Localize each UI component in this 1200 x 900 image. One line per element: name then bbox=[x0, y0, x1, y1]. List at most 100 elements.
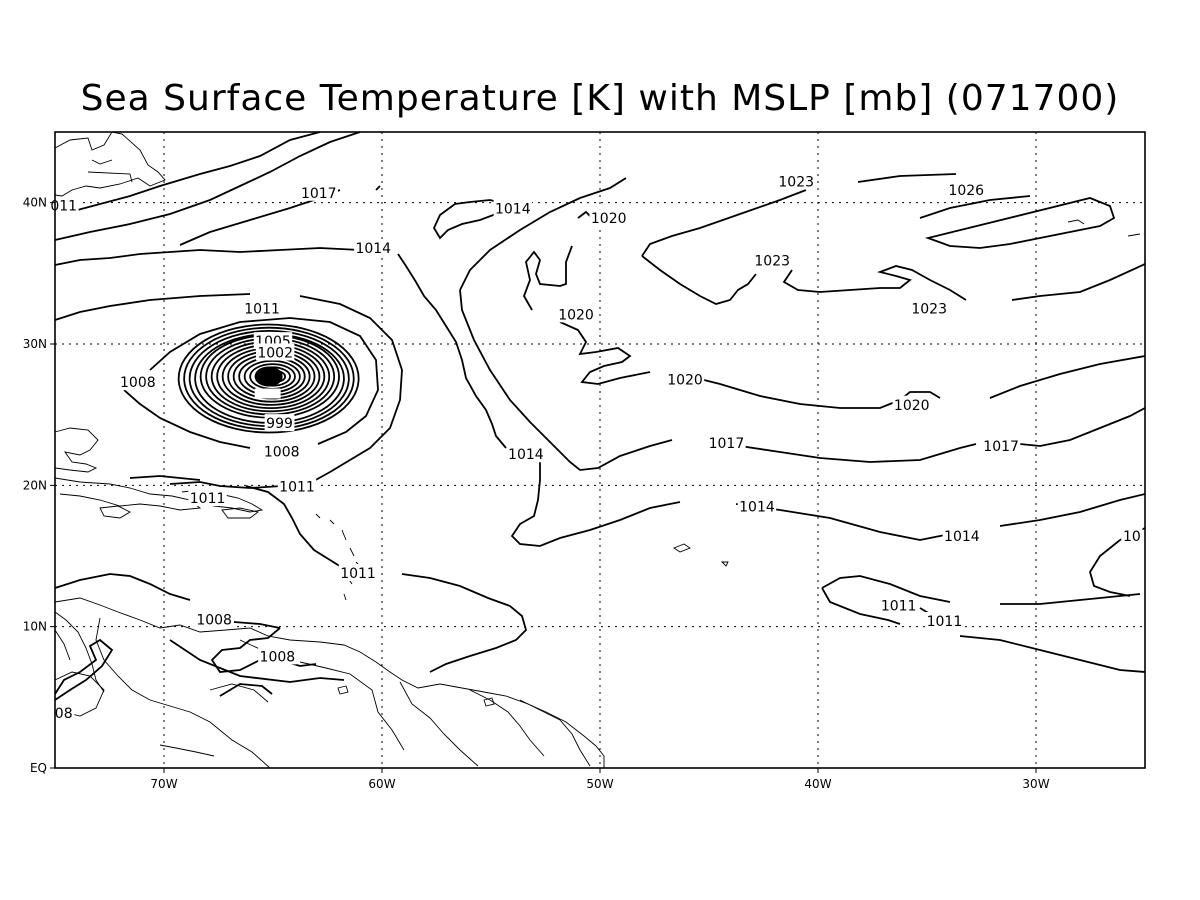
graticule bbox=[55, 132, 1145, 768]
isobar-1014-far-east bbox=[999, 493, 1146, 527]
isobar-1008-south bbox=[169, 639, 345, 697]
contour-label: 011 bbox=[50, 198, 77, 214]
coastline-interior-borders bbox=[54, 617, 591, 769]
contour-label-bg bbox=[589, 209, 628, 227]
contour-label: 1017 bbox=[301, 186, 337, 202]
coastline-lesser-antilles bbox=[315, 513, 361, 601]
contour-label: 1017 bbox=[983, 439, 1019, 455]
lon-tick-label: 60W bbox=[368, 777, 395, 791]
lat-tick-label: 20N bbox=[23, 478, 47, 492]
isobar-1017-trough bbox=[459, 289, 977, 471]
coastline-south-america bbox=[54, 597, 605, 768]
contour-label-bg bbox=[242, 299, 282, 317]
contour-label: 1023 bbox=[778, 174, 814, 190]
contour-label-bg bbox=[255, 343, 295, 361]
contour-label: 1002 bbox=[257, 345, 293, 361]
contour-label-bg bbox=[707, 433, 746, 451]
contour-label-bg bbox=[925, 612, 964, 630]
coastline-cuba bbox=[54, 477, 202, 511]
contour-label-bg bbox=[493, 199, 532, 217]
contour-label: 1008 bbox=[196, 613, 232, 629]
coastline-bahamas bbox=[54, 427, 99, 473]
contour-label-bg bbox=[947, 180, 986, 198]
isobar-1008-central-america bbox=[54, 638, 114, 701]
contour-label: 10 bbox=[1123, 529, 1141, 545]
low-label-gap bbox=[254, 388, 281, 399]
lat-tick-label: 40N bbox=[23, 196, 47, 210]
contour-label-bg bbox=[258, 647, 297, 665]
isobar-1017-northwest bbox=[179, 185, 381, 246]
contour-label: 1014 bbox=[495, 201, 531, 217]
contour-label-bg bbox=[277, 477, 317, 495]
contour-label: 1020 bbox=[558, 307, 594, 323]
contour-label-bg bbox=[879, 596, 918, 614]
contour-label: 1008 bbox=[120, 375, 156, 391]
contour-label-bg bbox=[506, 445, 546, 463]
isobar-ring bbox=[177, 323, 360, 434]
contour-label: 1011 bbox=[244, 302, 280, 318]
island-trinidad bbox=[337, 685, 495, 707]
contour-label-bg bbox=[53, 703, 75, 721]
island-azores bbox=[1067, 219, 1141, 237]
coastline-north-america bbox=[54, 131, 166, 197]
lon-tick-label: 30W bbox=[1022, 777, 1049, 791]
isobar-1011-west bbox=[54, 293, 403, 489]
contour-label-bg bbox=[354, 238, 393, 256]
isobar-1020-east bbox=[695, 355, 1146, 409]
isobar-1014-northwest-outer bbox=[54, 131, 361, 241]
coastlines bbox=[54, 131, 1141, 769]
contour-label-bg bbox=[188, 489, 227, 507]
contour-label-bg bbox=[118, 373, 158, 391]
isobar-1026-closed bbox=[919, 195, 1116, 249]
contour-label-bg bbox=[338, 563, 378, 581]
contour-label-bg bbox=[909, 299, 949, 317]
coastline-jamaica bbox=[99, 505, 131, 519]
contour-label-bg bbox=[777, 172, 816, 190]
island-cape-verde bbox=[673, 543, 729, 567]
contour-label: 999 bbox=[266, 416, 293, 432]
contour-label-bg bbox=[48, 196, 79, 214]
contour-label: 1014 bbox=[355, 241, 391, 257]
contour-label-bg bbox=[262, 442, 301, 460]
lat-tick-label: 10N bbox=[23, 620, 47, 634]
coastline-central-america bbox=[54, 611, 215, 757]
contour-label-bg bbox=[299, 183, 338, 201]
isobar-1011-hook-east bbox=[1089, 527, 1146, 597]
isobar-1023-loop bbox=[641, 255, 1146, 305]
contour-label: 1017 bbox=[709, 436, 745, 452]
lon-tick-label: 40W bbox=[804, 777, 831, 791]
contour-label: 1011 bbox=[190, 491, 226, 507]
contour-label: 1008 bbox=[260, 649, 296, 665]
contour-label-bg bbox=[753, 251, 792, 269]
contour-label-bg bbox=[556, 305, 596, 323]
contour-label-bg bbox=[737, 497, 777, 515]
contour-label-bg bbox=[981, 436, 1021, 454]
contour-label: 1011 bbox=[340, 566, 376, 582]
lat-tick-label: 30N bbox=[23, 337, 47, 351]
isobar-1014-trough bbox=[510, 456, 681, 547]
contour-label: 1011 bbox=[881, 598, 917, 614]
contour-label-bg bbox=[264, 414, 295, 432]
contour-label: 1023 bbox=[754, 254, 790, 270]
page-title: Sea Surface Temperature [K] with MSLP [m… bbox=[80, 78, 1120, 119]
contour-label: 1011 bbox=[927, 614, 963, 630]
isobar-1020-loop bbox=[523, 210, 651, 385]
isobar-1014-north bbox=[54, 247, 361, 266]
contour-label-bg bbox=[942, 527, 982, 545]
low-center bbox=[254, 366, 283, 399]
axis-ticks: 70W 60W 50W 40W 30W EQ 10N 20N 30N 40N bbox=[23, 196, 1050, 791]
contour-label: 1014 bbox=[739, 500, 775, 516]
contour-label: 1020 bbox=[894, 398, 930, 414]
contour-label-bg bbox=[194, 610, 234, 628]
coastline-cape-cod bbox=[87, 159, 133, 183]
contour-label-bg bbox=[665, 370, 705, 388]
coastline-puerto-rico bbox=[221, 507, 260, 519]
contour-label: 1008 bbox=[264, 444, 300, 460]
contour-labels: 1017 011 1014 1014 1020 1023 1026 1023 1023 1020 1… bbox=[48, 172, 1143, 722]
isobar-1014-central bbox=[397, 253, 507, 449]
isobar-1011-far-southeast bbox=[959, 635, 1146, 673]
isobar-1011-northwest bbox=[69, 131, 321, 213]
lon-tick-label: 50W bbox=[586, 777, 613, 791]
contour-label-bg bbox=[1121, 527, 1143, 545]
